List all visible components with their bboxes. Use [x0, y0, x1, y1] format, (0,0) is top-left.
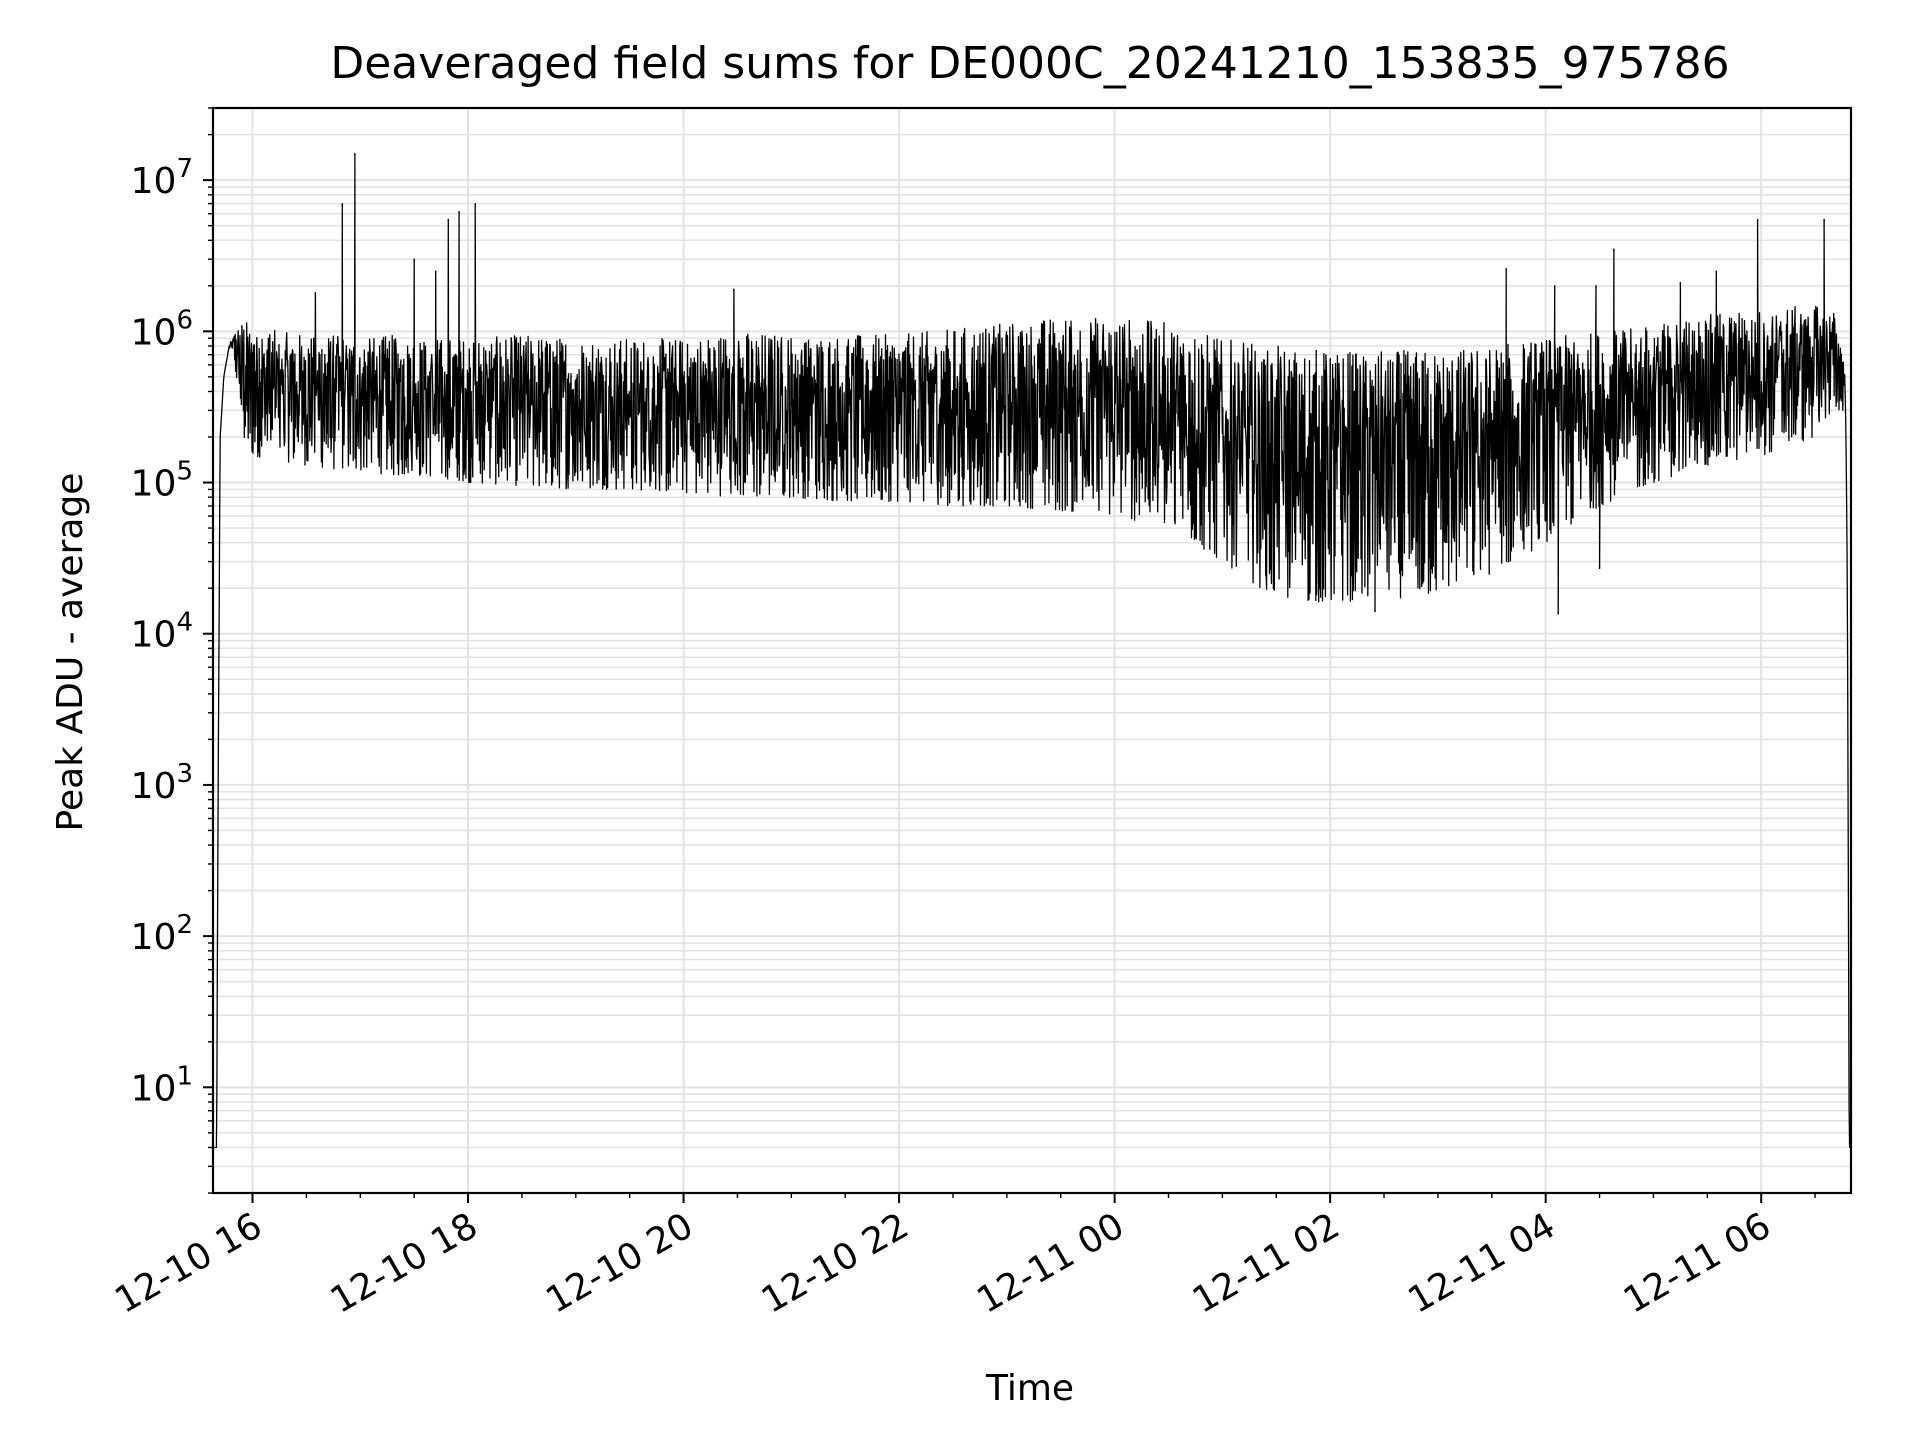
plot-frame: [211, 106, 1853, 1195]
y-tick-label: 106: [131, 305, 193, 353]
y-tick-label: 107: [131, 154, 193, 202]
x-axis-label: Time: [985, 1368, 1074, 1409]
series-layer: [212, 152, 1852, 1149]
y-tick-label: 101: [131, 1061, 193, 1109]
y-tick-label: 105: [131, 457, 193, 505]
series-line: [212, 152, 1852, 1149]
y-tick-label: 103: [131, 759, 193, 807]
y-axis: 101 102 103 104 105 106 107: [131, 107, 213, 1194]
y-tick-label: 104: [131, 608, 193, 656]
plot-area: [211, 106, 1853, 1195]
y-tick-label: 102: [131, 910, 193, 958]
y-axis-label: Peak ADU - average: [50, 473, 91, 832]
chart-title: Deaveraged field sums for DE000C_2024121…: [330, 38, 1729, 89]
